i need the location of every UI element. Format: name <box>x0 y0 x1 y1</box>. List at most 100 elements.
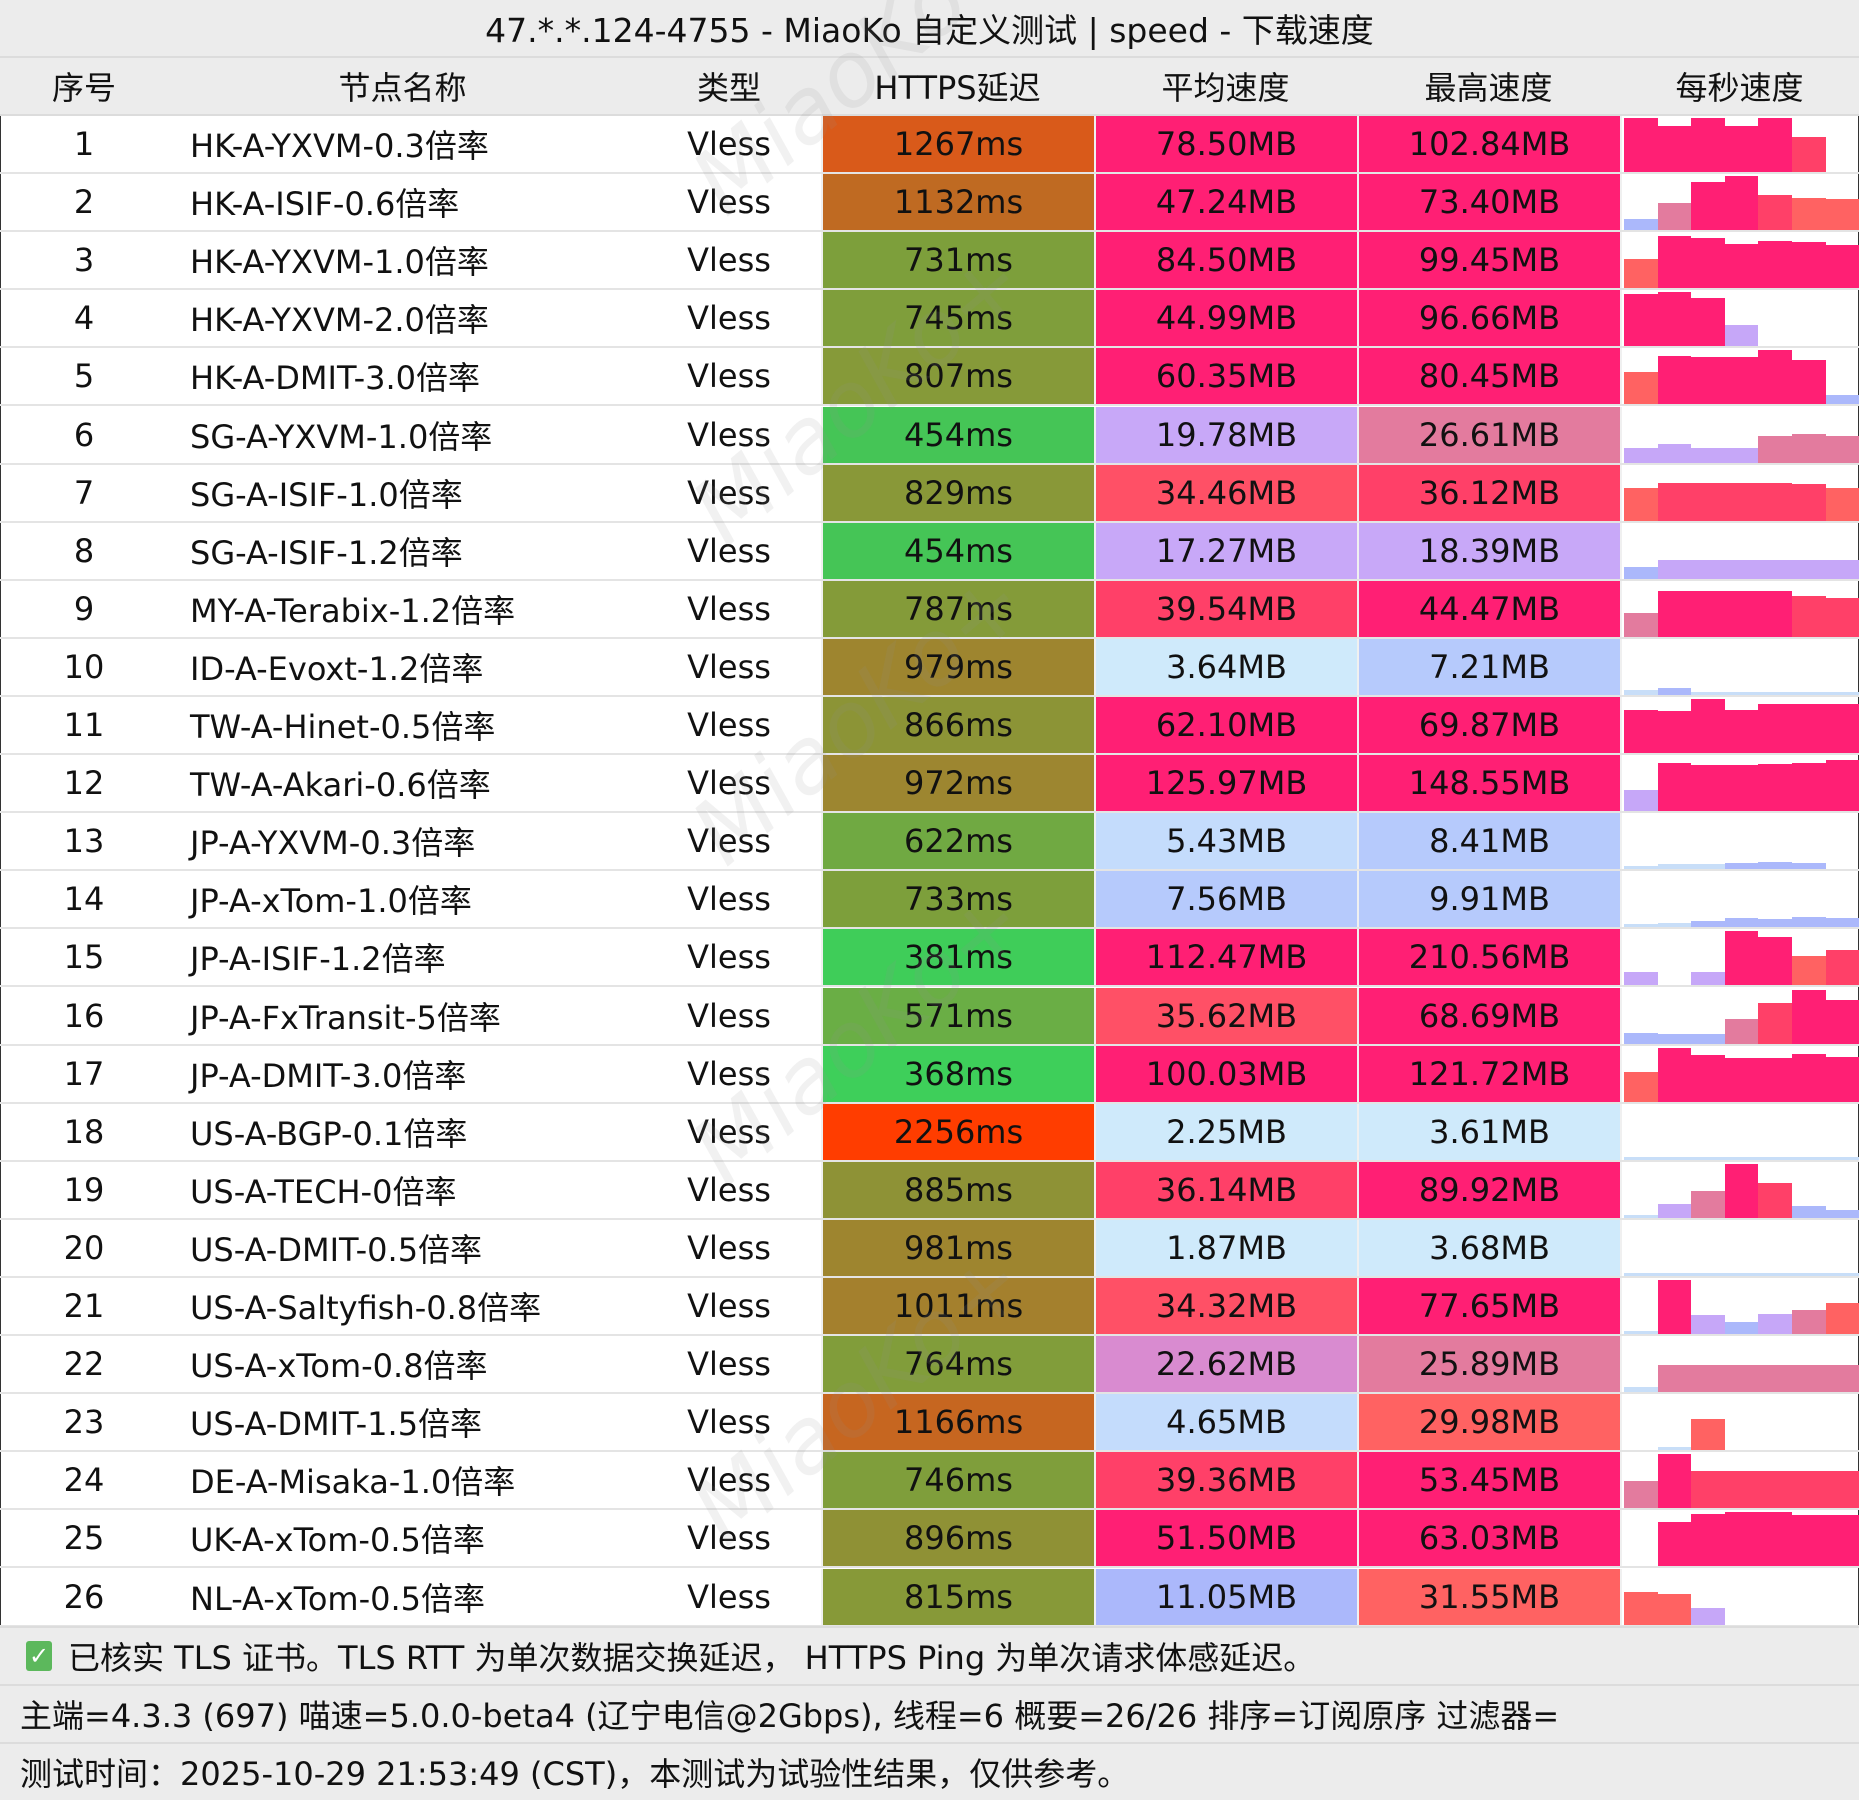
https-latency: 1011ms <box>821 1278 1094 1334</box>
per-second-chart <box>1620 580 1859 637</box>
https-latency: 622ms <box>821 813 1094 870</box>
node-name: ID-A-Evoxt-1.2倍率 <box>190 649 484 688</box>
max-speed: 3.61MB <box>1357 1103 1620 1160</box>
avg-speed: 3.64MB <box>1094 638 1357 695</box>
per-second-bar <box>1624 488 1658 521</box>
per-second-bar <box>1657 1047 1692 1102</box>
table-row: 20 US-A-DMIT-0.5倍率 Vless 981ms 1.87MB 3.68MB <box>0 1219 1859 1278</box>
per-second-chart <box>1620 1394 1859 1451</box>
max-speed: 25.89MB <box>1357 1336 1620 1393</box>
https-latency: 979ms <box>821 638 1094 695</box>
row-index: 13 <box>63 822 105 861</box>
per-second-bar <box>1624 219 1658 231</box>
per-second-chart <box>1620 174 1859 231</box>
per-second-bar <box>1691 1365 1725 1393</box>
per-second-bar <box>1691 971 1725 986</box>
https-latency: 746ms <box>821 1452 1094 1509</box>
avg-speed: 39.36MB <box>1094 1452 1357 1509</box>
row-index: 8 <box>73 531 95 570</box>
per-second-bar <box>1657 292 1692 347</box>
row-index: 20 <box>63 1228 105 1267</box>
per-second-bar <box>1691 1470 1725 1509</box>
max-speed: 96.66MB <box>1357 290 1620 347</box>
node-type: Vless <box>687 938 771 977</box>
table-row: 6 SG-A-YXVM-1.0倍率 Vless 454ms 19.78MB 26.61MB <box>0 406 1859 465</box>
per-second-bar <box>1825 597 1859 637</box>
per-second-bar <box>1792 360 1826 405</box>
per-second-bar <box>1758 350 1792 405</box>
table-row: 19 US-A-TECH-0倍率 Vless 885ms 36.14MB 89.92MB <box>0 1161 1859 1220</box>
avg-speed: 11.05MB <box>1094 1568 1357 1625</box>
per-second-bar <box>1691 181 1725 231</box>
node-name: NL-A-xTom-0.5倍率 <box>190 1579 486 1618</box>
per-second-bar <box>1825 691 1859 695</box>
node-name: TW-A-Hinet-0.5倍率 <box>190 708 496 746</box>
node-type: Vless <box>687 822 771 861</box>
per-second-bar <box>1657 762 1692 812</box>
per-second-bar <box>1724 1512 1759 1567</box>
node-name: HK-A-YXVM-0.3倍率 <box>190 127 489 165</box>
node-type: Vless <box>687 1345 771 1384</box>
per-second-bar <box>1691 765 1725 812</box>
per-second-bar <box>1624 789 1658 812</box>
check-icon: ✓ <box>26 1641 52 1671</box>
table-row: 4 HK-A-YXVM-2.0倍率 Vless 745ms 44.99MB 96.66MB <box>0 290 1859 349</box>
max-speed: 26.61MB <box>1357 406 1620 463</box>
row-index: 17 <box>63 1054 105 1093</box>
per-second-bar <box>1825 1365 1859 1393</box>
row-index: 14 <box>63 880 105 919</box>
https-latency: 896ms <box>821 1510 1094 1567</box>
per-second-chart <box>1620 1568 1859 1625</box>
node-name: SG-A-YXVM-1.0倍率 <box>190 417 493 456</box>
node-type: Vless <box>687 531 771 570</box>
per-second-bar <box>1691 1156 1725 1160</box>
per-second-bar <box>1724 764 1759 812</box>
node-name: US-A-DMIT-0.5倍率 <box>190 1230 483 1269</box>
per-second-bar <box>1624 709 1658 753</box>
per-second-chart <box>1620 464 1859 521</box>
node-type: Vless <box>687 880 771 919</box>
node-name: US-A-Saltyfish-0.8倍率 <box>190 1289 542 1327</box>
per-second-bar <box>1691 863 1725 870</box>
node-type: Vless <box>687 1112 771 1151</box>
max-speed: 77.65MB <box>1357 1278 1620 1334</box>
per-second-bar <box>1724 1322 1759 1334</box>
per-second-bar <box>1758 482 1792 521</box>
per-second-bar <box>1624 971 1658 986</box>
per-second-bar <box>1624 447 1658 463</box>
per-second-bar <box>1657 1522 1692 1567</box>
node-name: UK-A-xTom-0.5倍率 <box>190 1521 485 1560</box>
max-speed: 99.45MB <box>1357 232 1620 289</box>
per-second-bar <box>1724 447 1759 463</box>
per-second-bar <box>1792 559 1826 579</box>
per-second-chart <box>1620 1278 1859 1334</box>
node-type: Vless <box>687 1054 771 1093</box>
https-latency: 454ms <box>821 522 1094 579</box>
per-second-bar <box>1657 922 1692 928</box>
per-second-chart <box>1620 871 1859 928</box>
avg-speed: 19.78MB <box>1094 406 1357 463</box>
per-second-bar <box>1792 955 1826 986</box>
max-speed: 3.68MB <box>1357 1219 1620 1276</box>
footer-note-text: 已核实 TLS 证书。TLS RTT 为单次数据交换延迟， HTTPS Ping… <box>68 1639 1316 1677</box>
https-latency: 731ms <box>821 232 1094 289</box>
per-second-bar <box>1758 590 1792 637</box>
per-second-chart <box>1620 813 1859 870</box>
per-second-bar <box>1724 709 1759 753</box>
table-row: 8 SG-A-ISIF-1.2倍率 Vless 454ms 17.27MB 18.39MB <box>0 522 1859 581</box>
per-second-bar <box>1657 1454 1692 1509</box>
per-second-bar <box>1758 1470 1792 1509</box>
max-speed: 31.55MB <box>1357 1568 1620 1625</box>
per-second-bar <box>1825 1209 1859 1218</box>
per-second-bar <box>1825 1515 1859 1567</box>
node-type: Vless <box>687 1287 771 1325</box>
per-second-bar <box>1792 916 1826 928</box>
per-second-bar <box>1724 931 1759 986</box>
per-second-bar <box>1792 483 1826 521</box>
node-type: Vless <box>687 415 771 454</box>
table-row: 16 JP-A-FxTransit-5倍率 Vless 571ms 35.62MB 68.… <box>0 987 1859 1046</box>
per-second-bar <box>1657 1280 1692 1334</box>
per-second-bar <box>1724 590 1759 637</box>
per-second-bar <box>1691 297 1725 347</box>
table-row: 7 SG-A-ISIF-1.0倍率 Vless 829ms 34.46MB 36.12MB <box>0 464 1859 523</box>
